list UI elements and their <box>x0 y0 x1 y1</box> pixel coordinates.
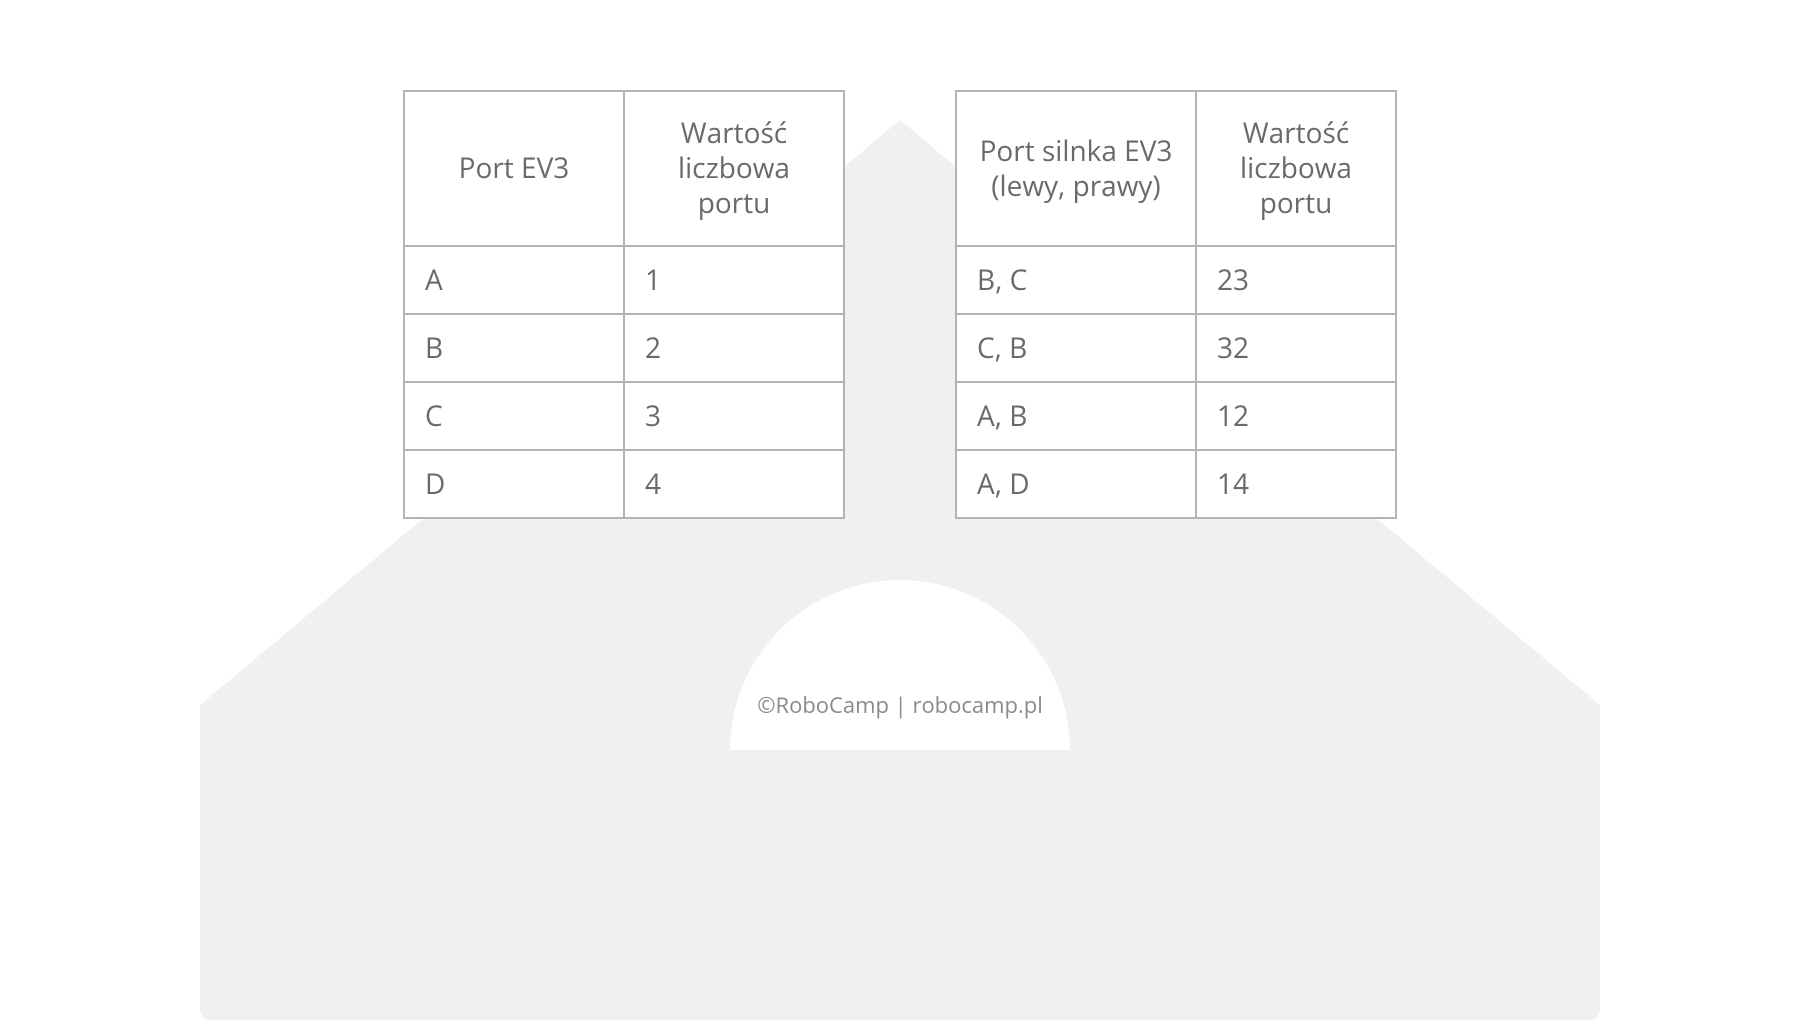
table-row: A, D 14 <box>956 450 1396 518</box>
col-header-value: Wartość liczbowa portu <box>624 91 844 246</box>
cell-port: A <box>404 246 624 314</box>
table-row: C, B 32 <box>956 314 1396 382</box>
col-header-value: Wartość liczbowa portu <box>1196 91 1396 246</box>
table-header-row: Port EV3 Wartość liczbowa portu <box>404 91 844 246</box>
cell-port: C <box>404 382 624 450</box>
cell-value: 32 <box>1196 314 1396 382</box>
port-ev3-table: Port EV3 Wartość liczbowa portu A 1 B 2 … <box>403 90 845 519</box>
table-row: D 4 <box>404 450 844 518</box>
table-row: A 1 <box>404 246 844 314</box>
table-row: A, B 12 <box>956 382 1396 450</box>
cell-value: 3 <box>624 382 844 450</box>
cell-motor-port: C, B <box>956 314 1196 382</box>
table-row: C 3 <box>404 382 844 450</box>
footer-credit: ©RoboCamp | robocamp.pl <box>0 690 1800 720</box>
col-header-port: Port EV3 <box>404 91 624 246</box>
tables-container: Port EV3 Wartość liczbowa portu A 1 B 2 … <box>0 90 1800 519</box>
cell-value: 23 <box>1196 246 1396 314</box>
col-header-motor-port: Port silnka EV3 (lewy, prawy) <box>956 91 1196 246</box>
cell-value: 4 <box>624 450 844 518</box>
cell-port: D <box>404 450 624 518</box>
cell-motor-port: A, B <box>956 382 1196 450</box>
cell-port: B <box>404 314 624 382</box>
cell-value: 1 <box>624 246 844 314</box>
cell-value: 2 <box>624 314 844 382</box>
table-header-row: Port silnka EV3 (lewy, prawy) Wartość li… <box>956 91 1396 246</box>
table-row: B 2 <box>404 314 844 382</box>
motor-port-ev3-table: Port silnka EV3 (lewy, prawy) Wartość li… <box>955 90 1397 519</box>
table-row: B, C 23 <box>956 246 1396 314</box>
cell-value: 14 <box>1196 450 1396 518</box>
cell-motor-port: A, D <box>956 450 1196 518</box>
cell-motor-port: B, C <box>956 246 1196 314</box>
cell-value: 12 <box>1196 382 1396 450</box>
